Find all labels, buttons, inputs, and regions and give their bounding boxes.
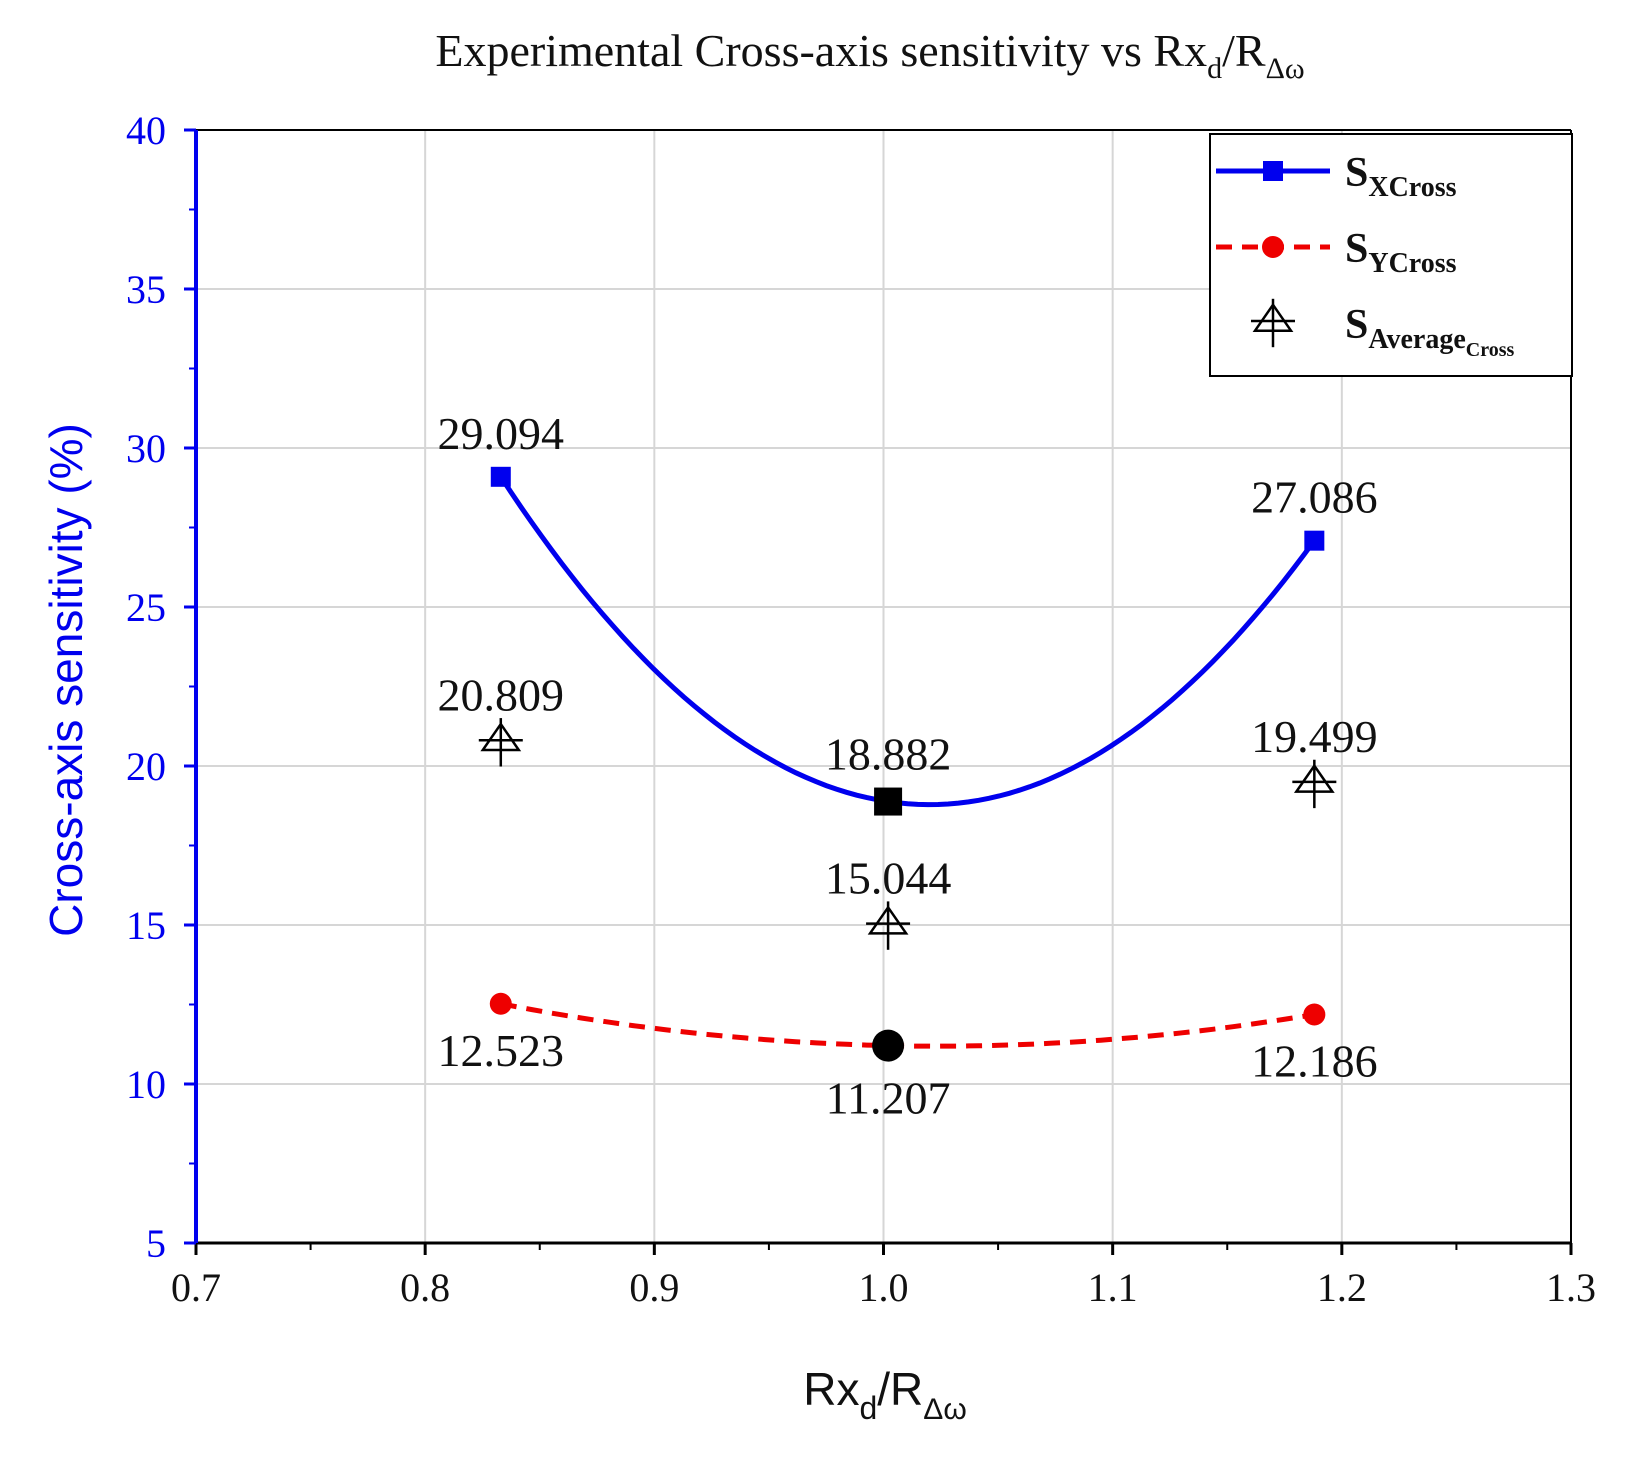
x-tick-label: 1.3 bbox=[1546, 1265, 1596, 1310]
series-avg-point bbox=[866, 901, 911, 950]
series-sy-line bbox=[500, 1001, 1315, 1049]
legend-sx-label: SXCross bbox=[1345, 150, 1457, 203]
legend-avg-symbol bbox=[1251, 298, 1295, 348]
series-sy-point bbox=[872, 1029, 905, 1062]
data-label-avg: 15.044 bbox=[825, 853, 952, 904]
series-sx-point bbox=[1304, 530, 1325, 551]
data-labels-layer: 29.094 18.882 27.086 12.523 11.207 12.186 20.8… bbox=[438, 408, 1378, 1124]
legend-sy-label: SYCross bbox=[1345, 226, 1457, 279]
y-tick-label: 10 bbox=[126, 1062, 166, 1107]
chart-title: Experimental Cross-axis sensitivity vs R… bbox=[435, 25, 1304, 85]
ticks-layer: 0.7 0.8 0.9 1.0 1.1 1.2 1.3 5 10 15 20 25 30 35 40 bbox=[126, 108, 1596, 1310]
series-sx-line bbox=[498, 475, 1317, 808]
x-tick-label: 1.1 bbox=[1088, 1265, 1138, 1310]
legend-entry-sx: SXCross bbox=[1216, 150, 1457, 203]
legend-avg-label: SAverageCross bbox=[1345, 302, 1515, 361]
data-label-sx: 29.094 bbox=[438, 408, 565, 459]
series-sy bbox=[489, 992, 1326, 1062]
legend-avg-triangle-marker bbox=[1251, 298, 1295, 348]
data-label-avg: 19.499 bbox=[1251, 711, 1378, 762]
legend-sy-circle-marker bbox=[1262, 236, 1284, 258]
x-tick-label: 0.8 bbox=[400, 1265, 450, 1310]
legend-entry-sy: SYCross bbox=[1216, 226, 1457, 279]
data-label-sy: 12.523 bbox=[438, 1025, 565, 1076]
series-sx bbox=[490, 466, 1325, 816]
y-tick-label: 25 bbox=[126, 585, 166, 630]
data-label-avg: 20.809 bbox=[438, 669, 565, 720]
y-tick-label: 40 bbox=[126, 108, 166, 153]
grid-layer bbox=[196, 130, 1571, 1243]
legend: SXCross SYCross SAverageCross bbox=[1209, 133, 1573, 377]
x-tick-label: 1.0 bbox=[859, 1265, 909, 1310]
legend-sx-square-marker bbox=[1263, 161, 1283, 181]
y-tick-label: 15 bbox=[126, 903, 166, 948]
series-sy-point bbox=[1303, 1003, 1326, 1026]
series-sx-point bbox=[874, 787, 903, 816]
x-tick-label: 1.2 bbox=[1317, 1265, 1367, 1310]
y-tick-label: 5 bbox=[146, 1221, 166, 1266]
series-layer bbox=[478, 466, 1337, 1062]
x-axis-label: Rxd/RΔω bbox=[803, 1363, 967, 1426]
series-sx-point bbox=[490, 466, 511, 487]
y-tick-label: 35 bbox=[126, 267, 166, 312]
y-axis-label: Cross-axis sensitivity (%) bbox=[40, 423, 92, 937]
y-tick-label: 30 bbox=[126, 426, 166, 471]
legend-entry-avg: SAverageCross bbox=[1251, 298, 1515, 361]
x-tick-label: 0.7 bbox=[171, 1265, 221, 1310]
series-avg bbox=[478, 718, 1337, 950]
data-label-sy: 12.186 bbox=[1251, 1035, 1378, 1086]
data-label-sx: 18.882 bbox=[825, 729, 952, 780]
series-avg-point bbox=[1292, 759, 1337, 809]
data-label-sy: 11.207 bbox=[826, 1073, 951, 1124]
series-avg-point bbox=[478, 718, 523, 767]
x-tick-label: 0.9 bbox=[629, 1265, 679, 1310]
series-sy-point bbox=[489, 992, 512, 1015]
data-label-sx: 27.086 bbox=[1251, 472, 1378, 523]
y-tick-label: 20 bbox=[126, 744, 166, 789]
